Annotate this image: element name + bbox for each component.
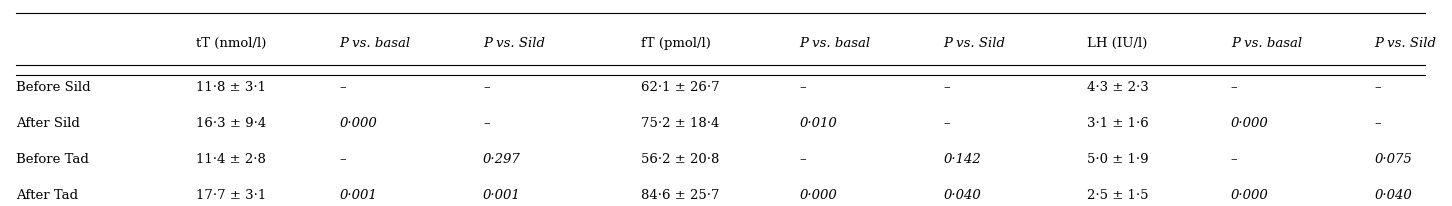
Text: –: – [484, 81, 489, 94]
Text: 0·000: 0·000 [340, 117, 378, 130]
Text: P vs. Sild: P vs. Sild [484, 37, 544, 50]
Text: fT (pmol/l): fT (pmol/l) [642, 37, 711, 50]
Text: 0·142: 0·142 [944, 153, 982, 166]
Text: 5·0 ± 1·9: 5·0 ± 1·9 [1088, 153, 1149, 166]
Text: 75·2 ± 18·4: 75·2 ± 18·4 [642, 117, 720, 130]
Text: –: – [1375, 117, 1381, 130]
Text: 0·010: 0·010 [800, 117, 838, 130]
Text: 84·6 ± 25·7: 84·6 ± 25·7 [642, 189, 720, 202]
Text: 0·040: 0·040 [1375, 189, 1413, 202]
Text: –: – [1231, 153, 1237, 166]
Text: After Sild: After Sild [16, 117, 80, 130]
Text: –: – [340, 153, 346, 166]
Text: 11·8 ± 3·1: 11·8 ± 3·1 [196, 81, 266, 94]
Text: P vs. Sild: P vs. Sild [944, 37, 1005, 50]
Text: 0·001: 0·001 [340, 189, 378, 202]
Text: –: – [944, 117, 950, 130]
Text: –: – [1375, 81, 1381, 94]
Text: 3·1 ± 1·6: 3·1 ± 1·6 [1088, 117, 1149, 130]
Text: Before Sild: Before Sild [16, 81, 90, 94]
Text: 56·2 ± 20·8: 56·2 ± 20·8 [642, 153, 720, 166]
Text: –: – [1231, 81, 1237, 94]
Text: 0·001: 0·001 [484, 189, 521, 202]
Text: LH (IU/l): LH (IU/l) [1088, 37, 1147, 50]
Text: 0·000: 0·000 [1231, 189, 1269, 202]
Text: 17·7 ± 3·1: 17·7 ± 3·1 [196, 189, 266, 202]
Text: 0·075: 0·075 [1375, 153, 1413, 166]
Text: –: – [800, 81, 806, 94]
Text: –: – [340, 81, 346, 94]
Text: 0·000: 0·000 [800, 189, 838, 202]
Text: 16·3 ± 9·4: 16·3 ± 9·4 [196, 117, 266, 130]
Text: P vs. basal: P vs. basal [1231, 37, 1302, 50]
Text: 0·000: 0·000 [1231, 117, 1269, 130]
Text: 11·4 ± 2·8: 11·4 ± 2·8 [196, 153, 266, 166]
Text: 0·297: 0·297 [484, 153, 521, 166]
Text: 4·3 ± 2·3: 4·3 ± 2·3 [1088, 81, 1149, 94]
Text: 2·5 ± 1·5: 2·5 ± 1·5 [1088, 189, 1149, 202]
Text: P vs. basal: P vs. basal [340, 37, 411, 50]
Text: tT (nmol/l): tT (nmol/l) [196, 37, 266, 50]
Text: P vs. basal: P vs. basal [800, 37, 871, 50]
Text: P vs. Sild: P vs. Sild [1375, 37, 1436, 50]
Text: –: – [944, 81, 950, 94]
Text: –: – [800, 153, 806, 166]
Text: –: – [484, 117, 489, 130]
Text: 0·040: 0·040 [944, 189, 982, 202]
Text: After Tad: After Tad [16, 189, 78, 202]
Text: Before Tad: Before Tad [16, 153, 89, 166]
Text: 62·1 ± 26·7: 62·1 ± 26·7 [642, 81, 720, 94]
